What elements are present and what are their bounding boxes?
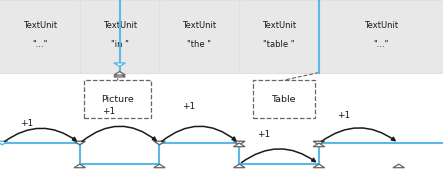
Text: Table: Table [271, 95, 296, 104]
Polygon shape [313, 143, 325, 147]
Text: TextUnit: TextUnit [364, 21, 398, 30]
Polygon shape [154, 141, 165, 145]
Polygon shape [313, 141, 325, 145]
Text: +1: +1 [337, 111, 350, 120]
FancyBboxPatch shape [253, 80, 315, 118]
Polygon shape [114, 73, 125, 77]
Polygon shape [233, 164, 245, 168]
Text: Picture: Picture [101, 95, 134, 104]
Polygon shape [114, 63, 125, 66]
Bar [0, 0, 443, 73]
FancyBboxPatch shape [84, 80, 151, 118]
Polygon shape [114, 71, 125, 75]
Text: +1: +1 [102, 107, 115, 116]
Text: TextUnit: TextUnit [262, 21, 296, 30]
Text: +1: +1 [20, 119, 33, 128]
Polygon shape [233, 143, 245, 147]
Text: "the ": "the " [187, 40, 211, 49]
Text: +1: +1 [182, 101, 195, 111]
Polygon shape [74, 164, 85, 168]
Text: "...": "..." [373, 40, 389, 49]
Text: "...": "..." [32, 40, 47, 49]
Polygon shape [0, 141, 8, 145]
Polygon shape [74, 141, 85, 145]
Text: +1: +1 [257, 130, 270, 139]
Polygon shape [313, 164, 325, 168]
Polygon shape [233, 141, 245, 145]
Text: TextUnit: TextUnit [23, 21, 57, 30]
Polygon shape [154, 164, 165, 168]
Text: "in ": "in " [111, 40, 128, 49]
Text: TextUnit: TextUnit [102, 21, 137, 30]
Text: TextUnit: TextUnit [182, 21, 217, 30]
Polygon shape [393, 164, 404, 168]
Text: "table ": "table " [263, 40, 295, 49]
